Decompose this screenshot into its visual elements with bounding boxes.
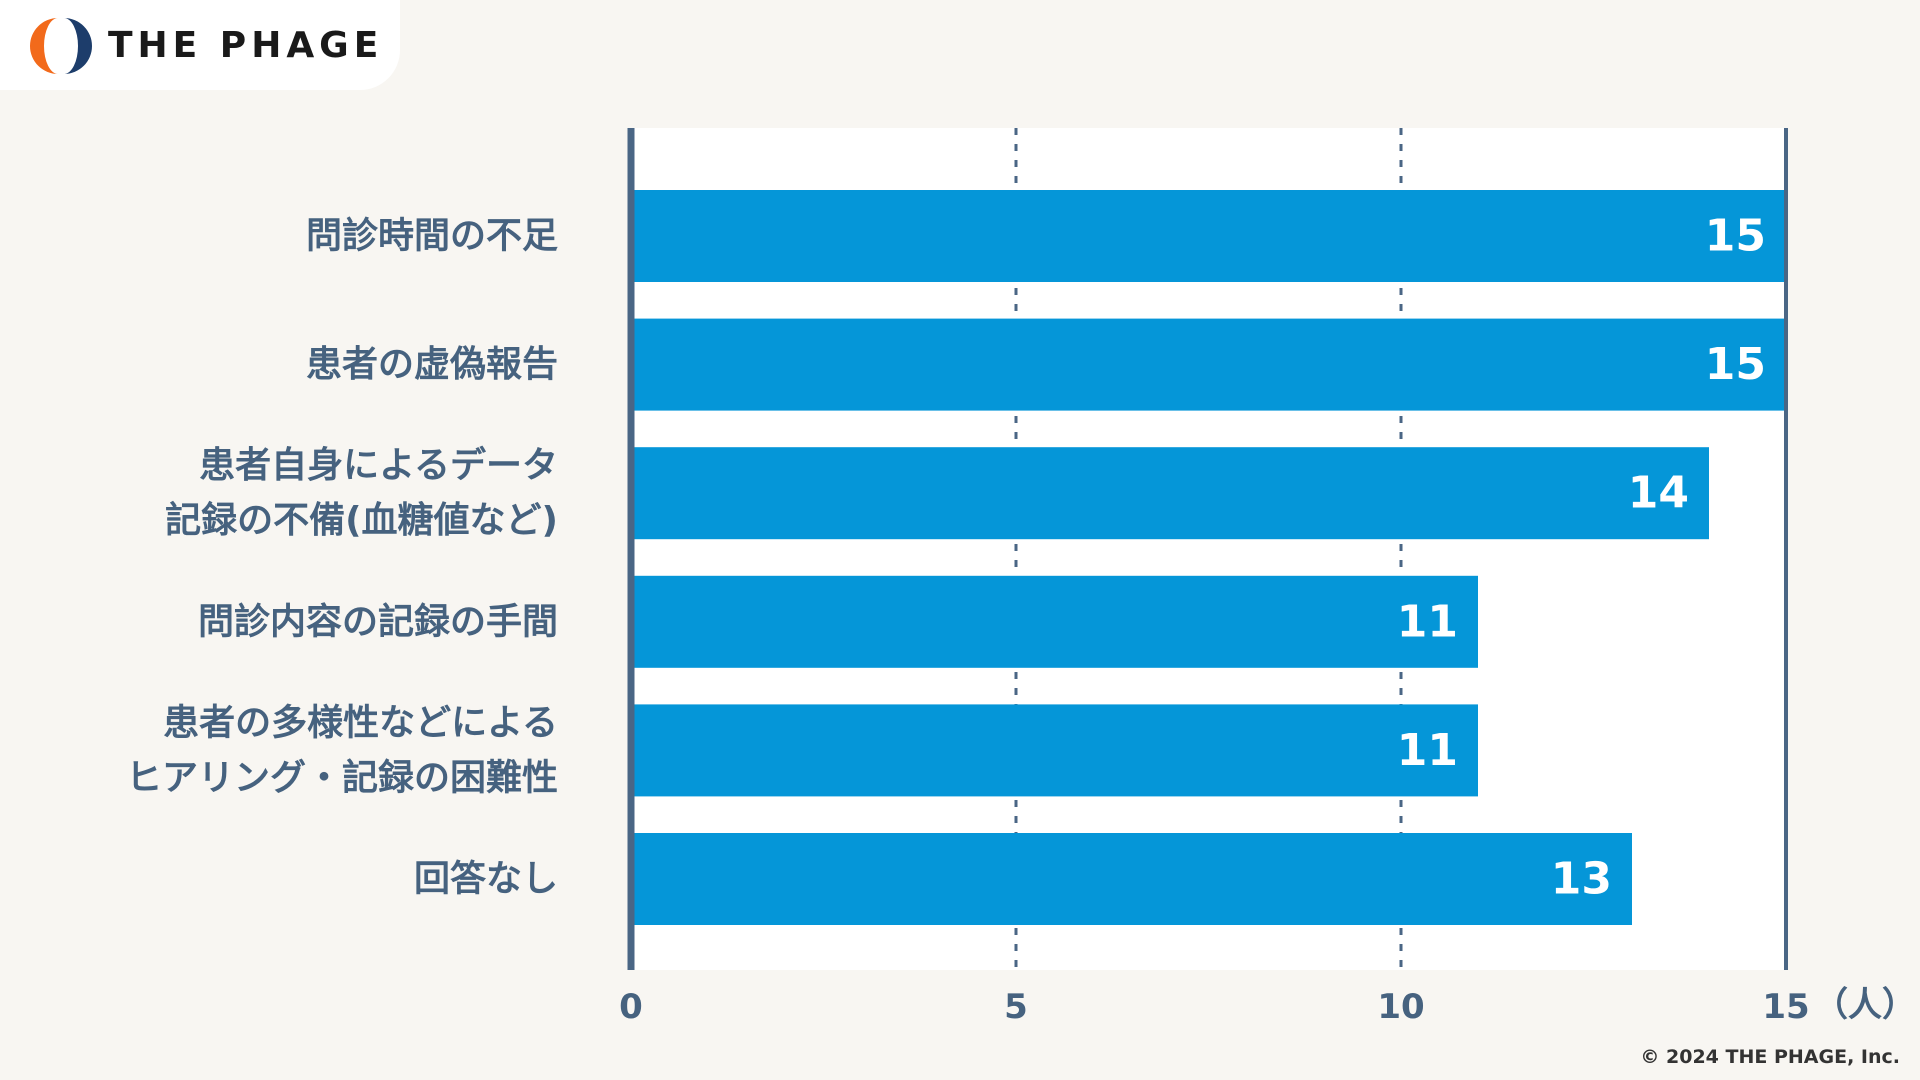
brand-name: THE PHAGE xyxy=(108,25,384,66)
tick-label-0: 0 xyxy=(619,987,643,1027)
category-label-0-0: 問診時間の不足 xyxy=(306,216,558,257)
bar-3 xyxy=(631,575,1478,668)
value-label-1: 15 xyxy=(1705,339,1766,390)
tick-labels: 0 5 10 15 （人） xyxy=(619,985,1916,1027)
logo-area: THE PHAGE xyxy=(0,0,400,90)
bar-4 xyxy=(631,704,1478,797)
category-label-2-0: 患者自身によるデータ xyxy=(199,444,558,486)
category-label-1-0: 患者の虚偽報告 xyxy=(306,344,558,385)
copyright-notice: © 2024 THE PHAGE, Inc. xyxy=(1640,1046,1900,1068)
category-label-4-1: ヒアリング・記録の困難性 xyxy=(126,757,558,798)
tick-label-5: 5 xyxy=(1004,987,1028,1027)
category-label-5-0: 回答なし xyxy=(414,859,558,900)
phage-logo-icon xyxy=(30,18,92,74)
category-label-2-1: 記録の不備(血糖値など) xyxy=(165,500,558,541)
gridlines xyxy=(1014,128,1403,970)
category-label-3-0: 問診内容の記録の手間 xyxy=(198,601,558,642)
value-label-2: 14 xyxy=(1628,468,1689,519)
category-label-4-0: 患者の多様性などによる xyxy=(163,702,558,743)
bar-5 xyxy=(631,833,1632,925)
bar-1 xyxy=(631,318,1786,411)
tick-label-10: 10 xyxy=(1377,987,1424,1027)
bar-0 xyxy=(631,190,1786,282)
value-label-0: 15 xyxy=(1705,211,1766,262)
value-label-5: 13 xyxy=(1551,854,1612,905)
value-label-4: 11 xyxy=(1397,725,1458,776)
value-label-3: 11 xyxy=(1397,596,1458,647)
bars xyxy=(631,190,1786,925)
tick-label-15: 15 xyxy=(1762,987,1809,1027)
bar-2 xyxy=(631,447,1709,540)
value-labels: 15 15 14 11 11 13 xyxy=(1397,211,1766,905)
axis-unit-label: （人） xyxy=(1814,985,1916,1025)
axes xyxy=(627,128,1788,970)
